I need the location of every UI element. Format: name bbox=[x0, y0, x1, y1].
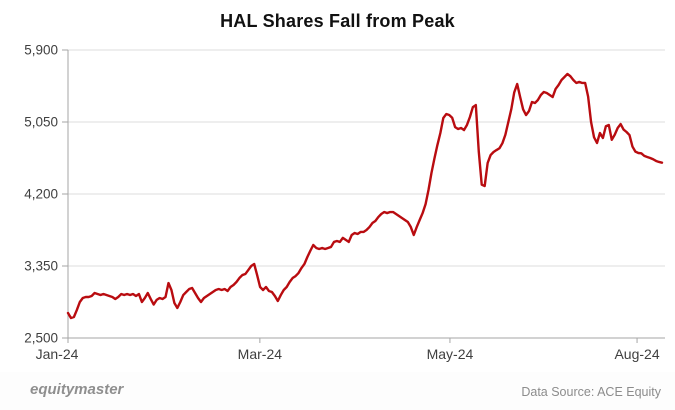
y-tick-label: 5,050 bbox=[24, 115, 58, 130]
x-tick-label: Mar-24 bbox=[238, 346, 283, 362]
y-tick-label: 3,350 bbox=[24, 259, 58, 274]
y-tick-label: 4,200 bbox=[24, 187, 58, 202]
price-line bbox=[66, 72, 664, 320]
footer: equitymaster Data Source: ACE Equity bbox=[0, 372, 675, 410]
x-tick-label: Aug-24 bbox=[614, 346, 659, 362]
x-tick-label: May-24 bbox=[427, 346, 474, 362]
x-tick-label: Jan-24 bbox=[36, 346, 79, 362]
y-tick-label: 2,500 bbox=[24, 331, 58, 346]
y-tick-label: 5,900 bbox=[24, 43, 58, 58]
brand-logo-text: equitymaster bbox=[30, 381, 124, 398]
chart-title: HAL Shares Fall from Peak bbox=[220, 11, 455, 31]
data-source-note: Data Source: ACE Equity bbox=[521, 385, 661, 399]
